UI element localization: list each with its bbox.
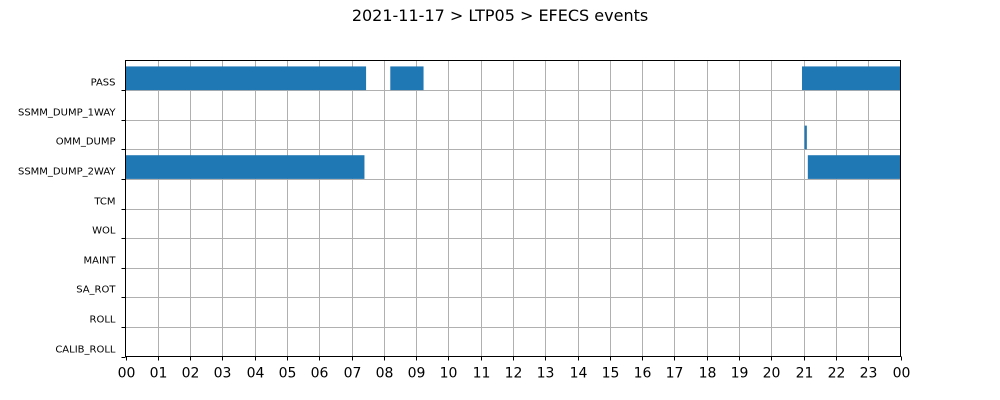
tick-layer: [121, 90, 902, 361]
x-tick-label: 03: [214, 366, 232, 382]
bar-layer: [125, 66, 901, 179]
event-bar: [802, 66, 901, 91]
x-tick-label: 14: [570, 366, 588, 382]
y-tick-label: PASS: [91, 78, 116, 89]
x-tick-label: 09: [408, 366, 426, 382]
x-tick-label: 04: [247, 366, 265, 382]
x-tick-label: 10: [440, 366, 458, 382]
x-tick-label: 02: [182, 366, 200, 382]
y-tick-label: MAINT: [83, 256, 116, 267]
y-tick-label: SA_ROT: [76, 285, 116, 296]
x-tick-label: 13: [537, 366, 555, 382]
y-tick-label: ROLL: [90, 315, 116, 326]
event-bar: [125, 66, 367, 91]
x-tick-label: 20: [763, 366, 781, 382]
x-tick-label: 23: [860, 366, 878, 382]
x-tick-label: 22: [828, 366, 846, 382]
x-tick-label: 00: [118, 366, 136, 382]
x-tick-label: 01: [150, 366, 168, 382]
event-bar: [807, 155, 901, 179]
x-tick-label: 18: [699, 366, 717, 382]
y-tick-label: CALIB_ROLL: [55, 345, 116, 356]
x-tick-label: 07: [344, 366, 362, 382]
label-layer: 00 01 02 03 04 05 06 07 08 09 10 11 12 13 14 15 16 17 18 19…: [18, 78, 910, 382]
y-tick-label: SSMM_DUMP_1WAY: [18, 108, 116, 119]
x-tick-label: 21: [796, 366, 814, 382]
y-tick-label: OMM_DUMP: [56, 137, 116, 148]
x-tick-label: 06: [311, 366, 329, 382]
x-tick-label: 16: [634, 366, 652, 382]
chart-title: 2021-11-17 > LTP05 > EFECS events: [351, 6, 649, 25]
x-tick-label: 15: [602, 366, 620, 382]
y-tick-label: SSMM_DUMP_2WAY: [18, 167, 116, 178]
event-bar: [125, 155, 365, 179]
event-bar: [804, 125, 807, 150]
x-tick-label: 17: [666, 366, 684, 382]
y-tick-label: TCM: [93, 197, 115, 208]
x-tick-label: 11: [473, 366, 491, 382]
y-tick-label: WOL: [92, 226, 116, 237]
x-tick-label: 05: [279, 366, 297, 382]
x-tick-label: 00: [893, 366, 911, 382]
event-bar: [390, 66, 424, 91]
x-tick-label: 19: [731, 366, 749, 382]
x-tick-label: 12: [505, 366, 523, 382]
grid-layer: [125, 60, 901, 357]
x-tick-label: 08: [376, 366, 394, 382]
